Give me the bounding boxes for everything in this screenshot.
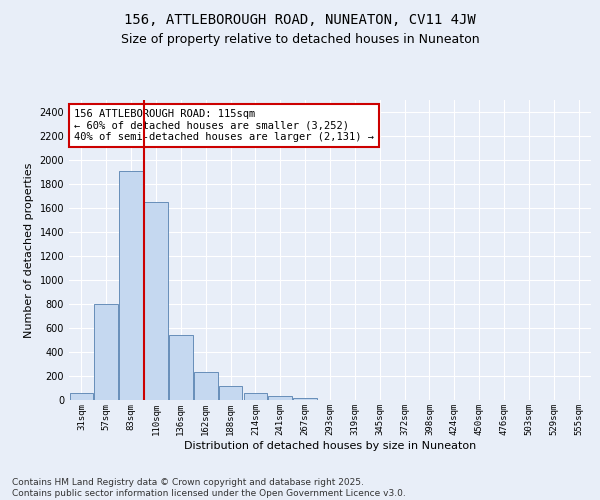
Bar [219,386,242,400]
X-axis label: Distribution of detached houses by size in Nuneaton: Distribution of detached houses by size … [184,440,476,450]
Text: Contains HM Land Registry data © Crown copyright and database right 2025.
Contai: Contains HM Land Registry data © Crown c… [12,478,406,498]
Bar [194,372,218,400]
Text: 156, ATTLEBOROUGH ROAD, NUNEATON, CV11 4JW: 156, ATTLEBOROUGH ROAD, NUNEATON, CV11 4… [124,12,476,26]
Bar [70,394,93,400]
Bar [119,171,143,400]
Bar [94,304,118,400]
Bar [144,202,168,400]
Text: Size of property relative to detached houses in Nuneaton: Size of property relative to detached ho… [121,32,479,46]
Bar [293,398,317,400]
Bar [169,335,193,400]
Y-axis label: Number of detached properties: Number of detached properties [24,162,34,338]
Bar [244,393,267,400]
Text: 156 ATTLEBOROUGH ROAD: 115sqm
← 60% of detached houses are smaller (3,252)
40% o: 156 ATTLEBOROUGH ROAD: 115sqm ← 60% of d… [74,109,374,142]
Bar [268,396,292,400]
